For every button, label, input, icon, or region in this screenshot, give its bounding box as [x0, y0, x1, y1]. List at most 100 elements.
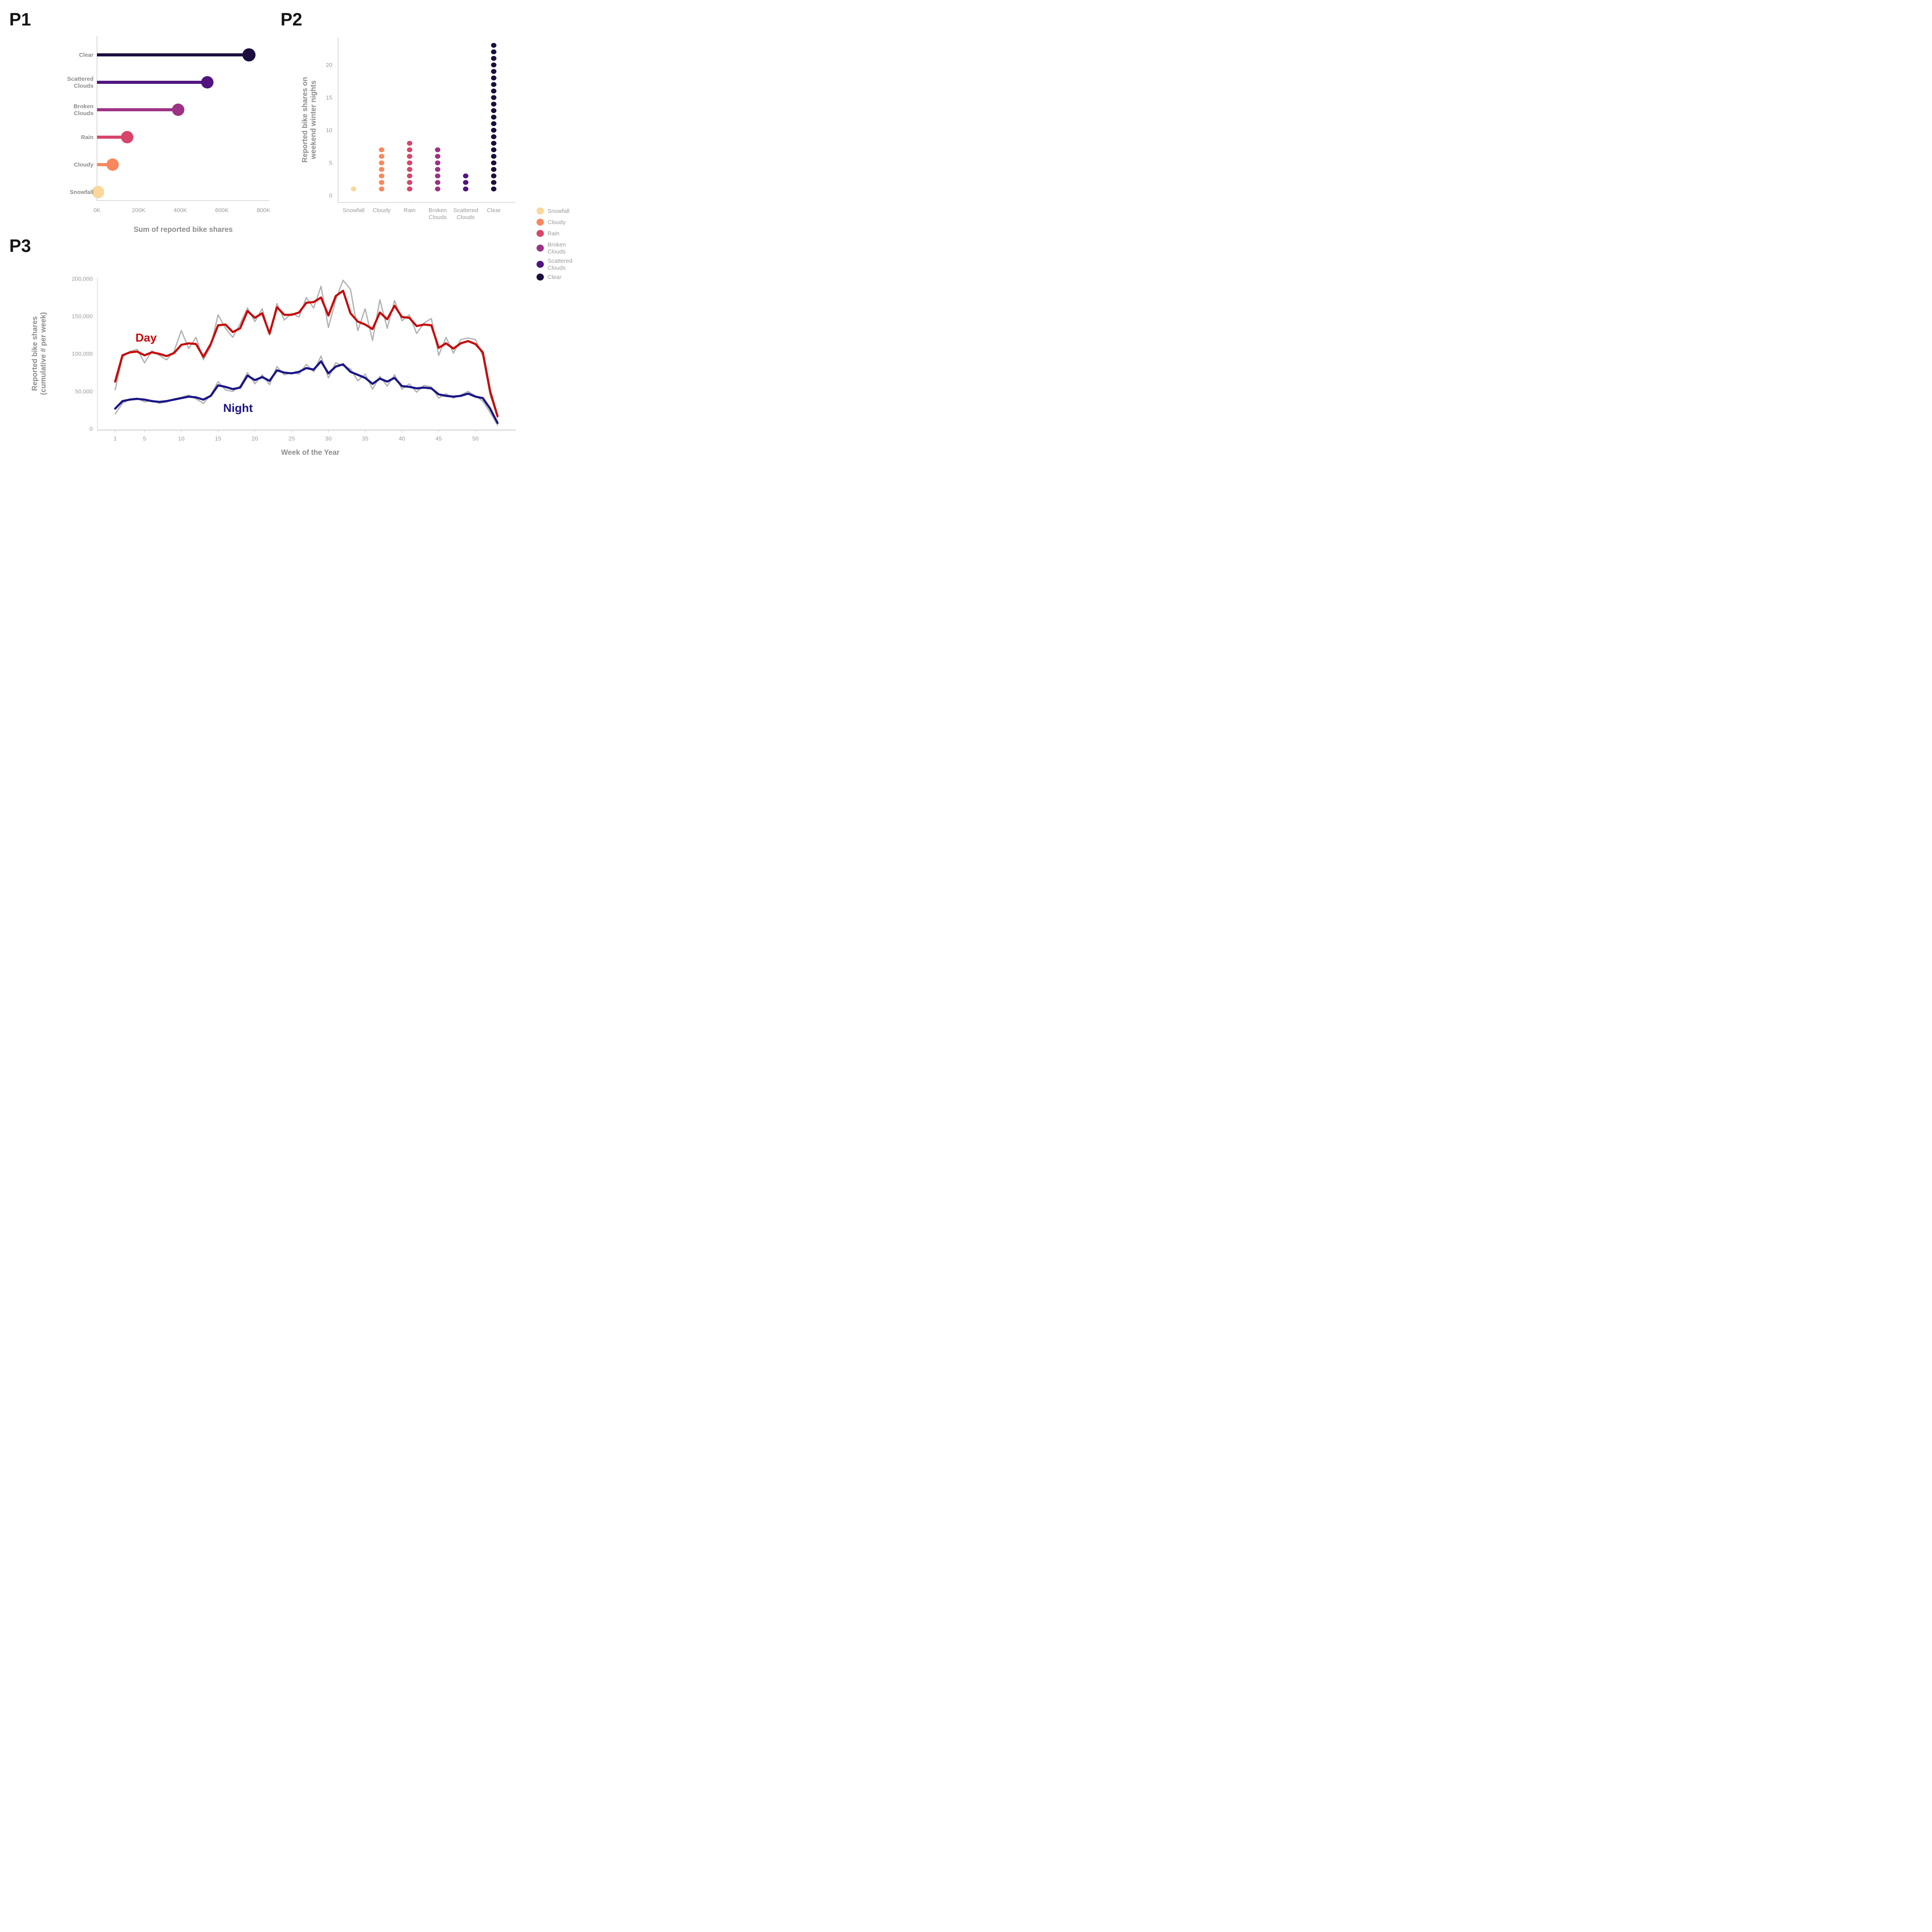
p2-dot-clear-15: [491, 95, 497, 100]
p3-x-tick-45: 45: [435, 435, 442, 442]
p3-x-tick-1: 1: [114, 435, 117, 442]
p2-dot-scattered-clouds-1: [463, 186, 469, 192]
p2-dot-clear-8: [491, 141, 497, 146]
p1-x-tick-400K: 400K: [173, 207, 187, 214]
p2-dot-rain-8: [407, 141, 413, 146]
p2-dot-clear-11: [491, 121, 497, 126]
p2-dot-rain-7: [407, 147, 413, 153]
p2-dot-clear-16: [491, 88, 497, 94]
p2-cat-label-snowfall: Snowfall: [343, 207, 365, 214]
p1-dot-snowfall: [92, 186, 104, 198]
p3-line-marks: [114, 279, 499, 426]
p3-y-axis-title-line1: Reported bike shares: [31, 316, 39, 391]
p3-y-tick-200000: 200,000: [72, 276, 93, 282]
p2-dot-clear-20: [491, 62, 497, 68]
p1-dot-rain: [121, 131, 134, 143]
p3-y-tick-150000: 150,000: [72, 313, 93, 320]
night-series-label: Night: [223, 402, 253, 415]
p1-row-label-clear: Clear: [79, 52, 94, 58]
p1-lollipop-marks: [92, 48, 256, 198]
p1-row-label-broken-clouds: Broken Clouds: [73, 103, 94, 117]
p2-dot-broken-clouds-1: [435, 186, 440, 192]
p2-axis-labels: 0 5 10 15 20 Snowfall Cloudy Rain Broken Clouds Sc…: [326, 62, 500, 221]
p2-dot-clear-22: [491, 49, 497, 54]
p2-dot-clear-12: [491, 114, 497, 120]
day-series-label: Day: [135, 332, 156, 344]
legend-label-clear: Clear: [548, 274, 561, 281]
p3-x-tick-25: 25: [288, 435, 295, 442]
p2-y-tick-10: 10: [326, 127, 332, 134]
p3-x-tick-10: 10: [178, 435, 185, 442]
p1-axis-labels: Clear Scattered Clouds Broken Clouds Rain Clou…: [67, 52, 270, 214]
p2-dot-clear-1: [491, 186, 497, 192]
legend-swatch-snowfall: [536, 207, 544, 214]
p2-y-tick-5: 5: [329, 160, 332, 167]
p2-dot-marks: [351, 43, 497, 192]
p3-line-day: [114, 289, 499, 417]
p2-dot-rain-6: [407, 154, 413, 159]
p2-dot-clear-4: [491, 167, 497, 172]
p2-y-axis-title-line1: Reported bike shares on: [301, 77, 309, 163]
p2-cat-label-scattered-clouds: Scattered Clouds: [453, 207, 478, 221]
p1-dot-clear: [242, 48, 256, 61]
legend-swatch-broken-clouds: [536, 245, 544, 252]
p2-dot-cloudy-7: [379, 147, 384, 153]
p2-dot-clear-17: [491, 82, 497, 87]
p2-dot-snowfall-1: [351, 186, 356, 192]
p1-x-tick-0K: 0K: [94, 207, 100, 214]
p1-axes: [97, 36, 269, 201]
p2-dot-clear-21: [491, 56, 497, 61]
p2-dot-clear-18: [491, 75, 497, 81]
p3-y-axis-title-line2: (cumulative # per week): [39, 312, 48, 395]
p3-x-tick-15: 15: [215, 435, 221, 442]
p2-dot-clear-7: [491, 147, 497, 153]
p2-dot-broken-clouds-4: [435, 167, 440, 172]
p3-line-night-raw: [114, 355, 498, 426]
legend-label-cloudy: Cloudy: [548, 219, 566, 226]
p1-x-tick-800K: 800K: [257, 207, 270, 214]
p1-dot-broken-clouds: [172, 104, 185, 116]
legend-label-rain: Rain: [548, 230, 560, 237]
p2-cat-label-cloudy: Cloudy: [372, 207, 391, 214]
p1-row-label-snowfall: Snowfall: [70, 189, 94, 196]
p2-dot-cloudy-2: [379, 180, 384, 185]
p3-y-tick-0: 0: [90, 426, 93, 432]
p2-dot-rain-2: [407, 180, 413, 185]
p2-dot-clear-13: [491, 108, 497, 113]
p3-y-tick-100000: 100,000: [72, 351, 93, 357]
p2-dot-cloudy-5: [379, 160, 384, 165]
p2-dot-clear-3: [491, 173, 497, 179]
p2-dot-broken-clouds-6: [435, 154, 440, 159]
weather-legend: Snowfall Cloudy Rain Broken Clouds Scattered C…: [536, 207, 572, 281]
p1-row-label-rain: Rain: [81, 134, 94, 141]
p2-dot-clear-6: [491, 154, 497, 159]
p2-cat-label-clear: Clear: [487, 207, 501, 214]
panel-p1-label: P1: [9, 9, 31, 29]
legend-swatch-clear: [536, 274, 544, 281]
p3-x-tick-50: 50: [472, 435, 479, 442]
legend-label-snowfall: Snowfall: [548, 208, 570, 214]
p1-dot-scattered-clouds: [201, 76, 214, 88]
bike-shares-figure: P1 P2 P3 Clear Scattered Clouds Broken Cloud…: [9, 9, 572, 457]
p2-y-axis-title-line2: weekend winter nights: [310, 80, 318, 160]
p1-x-axis-title: Sum of reported bike shares: [134, 226, 233, 234]
p2-axes: [338, 37, 515, 203]
legend-swatch-cloudy: [536, 219, 544, 226]
p2-dot-rain-3: [407, 173, 413, 179]
p2-dot-rain-1: [407, 186, 413, 192]
panel-p3-label: P3: [9, 236, 31, 256]
p3-x-tick-20: 20: [252, 435, 258, 442]
p2-dot-cloudy-1: [379, 186, 384, 192]
p3-y-tick-50000: 50,000: [75, 388, 93, 395]
p2-dot-clear-19: [491, 69, 497, 74]
p2-dot-clear-9: [491, 134, 497, 139]
legend-swatch-scattered-clouds: [536, 261, 544, 268]
p2-dot-broken-clouds-3: [435, 173, 440, 179]
p1-x-tick-200K: 200K: [132, 207, 145, 214]
p2-dot-clear-14: [491, 102, 497, 107]
p2-dot-rain-5: [407, 160, 413, 165]
p1-row-label-scattered-clouds: Scattered Clouds: [67, 76, 94, 89]
p2-y-tick-0: 0: [329, 192, 332, 199]
p1-dot-cloudy: [106, 158, 119, 171]
